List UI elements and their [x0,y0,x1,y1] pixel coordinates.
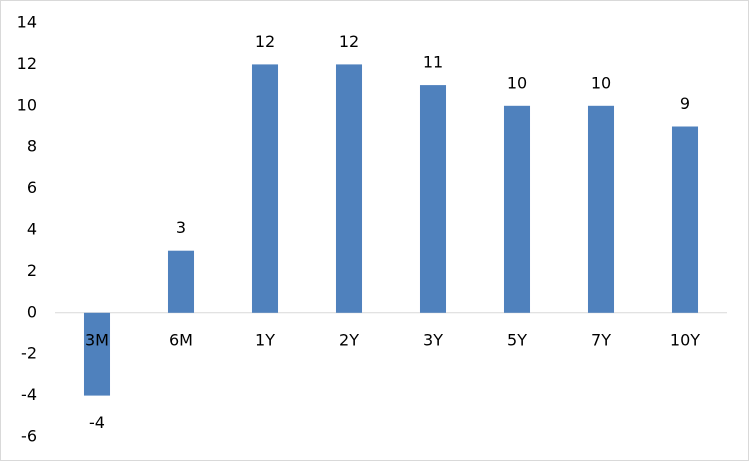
x-tick-label: 1Y [255,330,275,349]
bar [503,105,531,313]
bar [167,250,195,313]
y-tick-label: -6 [21,427,37,446]
y-tick-label: -2 [21,344,37,363]
bar [83,312,111,396]
y-tick-label: 6 [27,178,37,197]
bar [671,126,699,313]
bar [335,64,363,313]
y-tick-label: 10 [17,95,37,114]
x-tick-label: 3Y [423,330,443,349]
x-tick-label: 3M [85,330,109,349]
y-tick-label: 12 [17,54,37,73]
data-label: 12 [255,32,275,51]
y-tick-label: 8 [27,137,37,156]
data-label: -4 [89,413,105,432]
x-tick-label: 5Y [507,330,527,349]
y-tick-label: 2 [27,261,37,280]
bar [419,85,447,313]
y-tick-label: 14 [17,13,37,32]
x-tick-label: 7Y [591,330,611,349]
x-tick-label: 2Y [339,330,359,349]
x-tick-label: 6M [169,330,193,349]
data-label: 10 [591,73,611,92]
data-label: 10 [507,73,527,92]
data-label: 9 [680,94,690,113]
y-tick-label: 0 [27,302,37,321]
y-tick-label: -4 [21,385,37,404]
y-tick-label: 4 [27,220,37,239]
data-label: 12 [339,32,359,51]
bar [587,105,615,313]
data-label: 3 [176,218,186,237]
data-label: 11 [423,53,443,72]
bar [251,64,279,313]
x-tick-label: 10Y [670,330,700,349]
